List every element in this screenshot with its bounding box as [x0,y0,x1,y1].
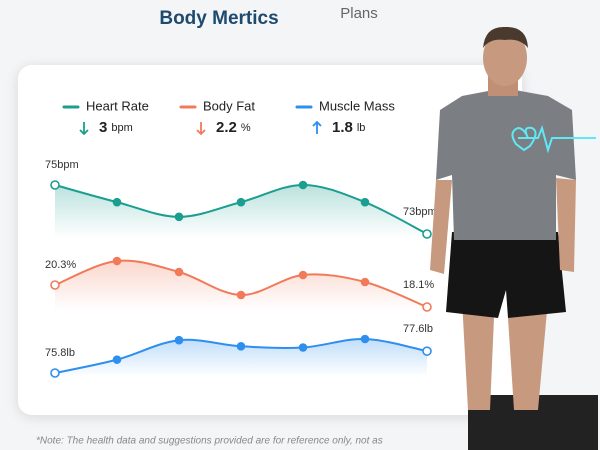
summary: Heart Rate 3 bpm Body Fat 2.2 % Muscle Mass 1.8… [62,98,395,136]
shorts [446,232,566,318]
value-label: 75bpm [45,159,79,171]
value-label: 75.8lb [45,347,75,359]
card [18,65,522,415]
change: 3 bpm [99,119,133,136]
value-label: 73bpm [403,206,437,218]
data-point [360,197,370,207]
value-label: 18.1% [403,279,434,291]
arrow-icon [196,122,206,136]
tab[interactable]: Plans [340,5,378,22]
head [483,30,527,86]
legend-label: Heart Rate [86,98,149,113]
arms [430,178,576,274]
data-point [50,280,60,290]
legend-label: Body Fat [203,98,255,113]
data-point [236,197,246,207]
change-value: 2.2 [216,119,237,136]
tab-active[interactable]: Body Mertics [159,8,278,29]
hair [483,26,528,48]
change-unit: bpm [111,122,132,134]
area-fill [55,338,427,377]
arrow-icon [79,122,89,136]
data-point [174,335,184,345]
data-point [174,212,184,222]
charts: 75bpm 73bpm 20.3% 18.1% 75.8lb 77.6lb [45,159,437,378]
shirt [436,88,576,240]
change-unit: lb [357,122,366,134]
arrow-icon [312,120,322,134]
legend-label: Muscle Mass [319,98,395,113]
data-point [360,334,370,344]
change-value: 3 [99,119,107,136]
data-point [422,229,432,239]
change: 2.2% [216,119,251,136]
area-fill [55,260,427,311]
data-point [422,302,432,312]
data-point [360,277,370,287]
data-point [50,368,60,378]
data-point [236,341,246,351]
heart-icon [511,124,596,154]
change-unit: % [241,122,251,134]
data-point [174,267,184,277]
value-label: 77.6lb [403,323,433,335]
data-point [112,197,122,207]
note: *Note: The health data and suggestions p… [36,436,383,447]
data-point [112,355,122,364]
legs [462,300,548,410]
data-point [236,290,246,300]
change: 1.8 lb [332,119,365,136]
data-point [422,346,432,356]
data-point [298,270,308,280]
value-label: 20.3% [45,259,76,271]
data-point [298,343,308,352]
person [430,26,598,450]
data-point [50,180,60,190]
data-point [112,256,122,266]
data-point [298,180,308,190]
change-value: 1.8 [332,119,353,136]
area-fill [55,185,427,238]
